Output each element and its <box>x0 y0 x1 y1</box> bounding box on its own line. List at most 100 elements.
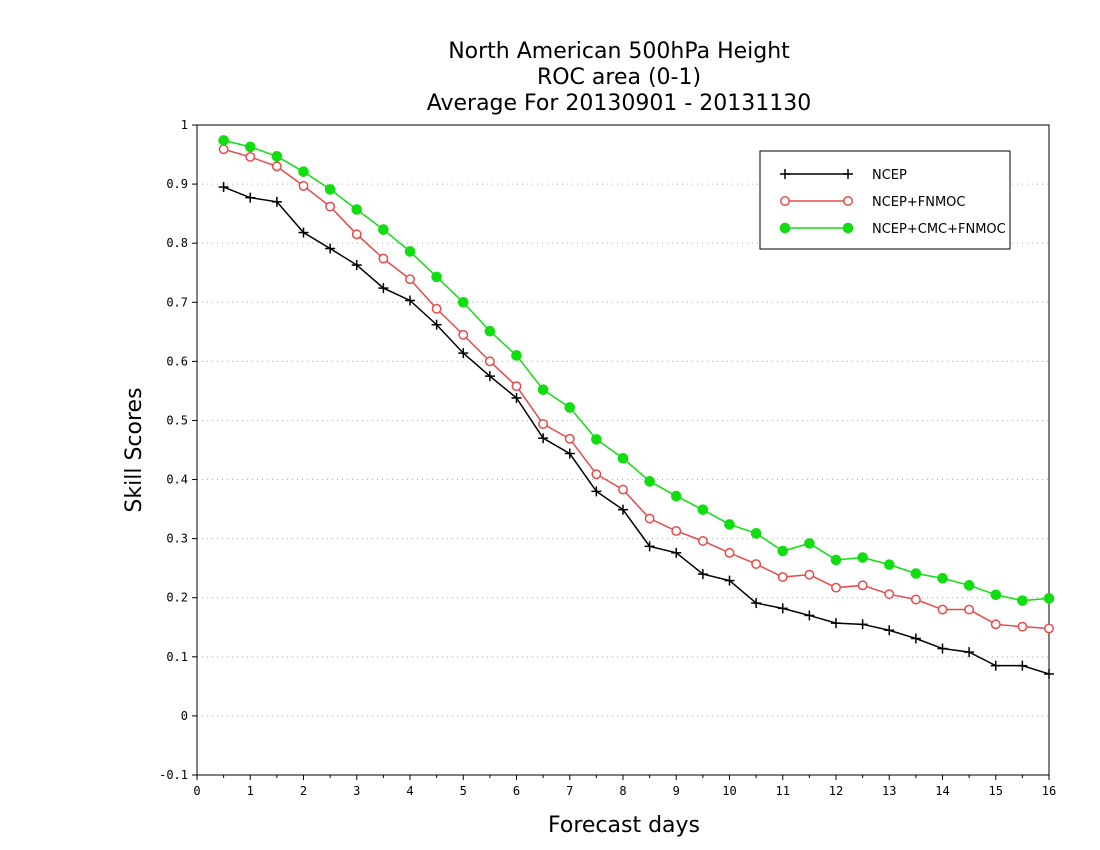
series-ncep-cmc-fnmoc-point <box>804 538 815 549</box>
y-tick-label-1: 0 <box>181 709 188 723</box>
y-tick-label-3: 0.2 <box>166 591 188 605</box>
series-ncep-point <box>618 504 628 515</box>
x-tick-label-10: 10 <box>722 784 736 798</box>
series-ncep-fnmoc-point <box>405 274 415 285</box>
series-ncep-point <box>1017 660 1028 671</box>
series-ncep-cmc-fnmoc-point <box>883 559 895 570</box>
series-ncep-fnmoc-point <box>831 582 841 593</box>
y-tick-label-6: 0.5 <box>166 413 188 427</box>
series-ncep-point <box>484 371 495 382</box>
x-tick-label-0: 0 <box>193 784 200 798</box>
series-ncep-cmc-fnmoc-point <box>990 589 1002 601</box>
series-ncep-fnmoc-point <box>857 580 868 591</box>
series-ncep-point <box>910 633 921 644</box>
series-ncep-cmc-fnmoc-point <box>351 204 363 215</box>
series-ncep-cmc-fnmoc-point <box>777 545 789 557</box>
x-tick-label-14: 14 <box>935 784 949 798</box>
y-tick-label-10: 0.9 <box>166 177 188 191</box>
axes: 0 1 2 3 4 5 6 7 8 9 10 11 12 13 14 15 16-0.100.10.20.30.… <box>159 118 1056 798</box>
series-ncep-point <box>804 610 815 621</box>
x-tick-label-4: 4 <box>406 784 413 798</box>
x-tick-label-8: 8 <box>619 784 626 798</box>
series-ncep-fnmoc-point <box>751 559 762 569</box>
x-tick-label-12: 12 <box>829 784 843 798</box>
y-tick-label-8: 0.7 <box>166 295 188 309</box>
series-ncep-point <box>538 433 549 444</box>
x-tick-label-7: 7 <box>566 784 573 798</box>
series-ncep-fnmoc-point <box>591 469 602 480</box>
series-ncep-cmc-fnmoc-point <box>564 402 576 413</box>
series-ncep-fnmoc-point <box>937 604 948 615</box>
legend-item-ncep-cmc-fnmoc: NCEP+CMC+FNMOC <box>779 222 1006 237</box>
y-tick-label-4: 0.3 <box>166 532 188 546</box>
y-tick-label-0: -0.1 <box>159 768 188 782</box>
series-ncep-cmc-fnmoc-point <box>644 476 655 487</box>
series-ncep-cmc-fnmoc-point <box>484 325 496 337</box>
x-tick-label-3: 3 <box>353 784 360 798</box>
series-ncep-cmc-fnmoc-point <box>1043 593 1055 604</box>
series-ncep-cmc-fnmoc-point <box>937 572 948 584</box>
legend-marker-end <box>843 196 853 206</box>
series-ncep-cmc-fnmoc-point <box>378 224 389 235</box>
x-tick-label-15: 15 <box>989 784 1003 798</box>
x-tick-label-5: 5 <box>460 784 467 798</box>
series-ncep-line <box>223 186 1050 675</box>
series-ncep-point <box>857 619 868 630</box>
series-ncep-fnmoc-point <box>804 569 815 580</box>
series-ncep-fnmoc-point <box>990 619 1001 630</box>
series-ncep-fnmoc-point <box>910 594 921 605</box>
series-ncep-fnmoc-point <box>1044 623 1054 634</box>
series-ncep-cmc-fnmoc-point <box>857 552 868 563</box>
series-ncep-cmc-fnmoc <box>218 135 1055 606</box>
series-ncep-fnmoc-point <box>325 201 336 212</box>
legend-box <box>759 150 1011 250</box>
series-ncep-cmc-fnmoc-point <box>617 452 629 464</box>
series-ncep-point <box>724 575 735 586</box>
series-ncep-point <box>671 547 682 558</box>
series-ncep-fnmoc-point <box>1017 621 1028 632</box>
series-ncep-fnmoc-point <box>964 604 975 615</box>
series-ncep-cmc-fnmoc-point <box>697 504 709 515</box>
series-ncep-cmc-fnmoc-point <box>910 568 922 579</box>
series-ncep-point <box>245 192 256 203</box>
chart-title-line-3: Average For 20130901 - 20131130 <box>427 91 812 116</box>
legend-marker-start <box>780 169 790 179</box>
series-ncep-fnmoc-point <box>431 303 442 314</box>
series-ncep-cmc-fnmoc-point <box>324 184 336 195</box>
series-ncep-fnmoc-point <box>271 161 282 172</box>
chart-title: North American 500hPa Height ROC area (0… <box>427 39 812 116</box>
series-ncep-fnmoc-point <box>458 329 469 340</box>
x-tick-label-2: 2 <box>300 784 307 798</box>
series-ncep-point <box>751 598 762 609</box>
series-ncep-fnmoc-point <box>484 356 495 367</box>
series-ncep-cmc-fnmoc-point <box>537 384 549 396</box>
chart-title-line-2: ROC area (0-1) <box>537 65 701 90</box>
y-tick-label-7: 0.6 <box>166 354 188 368</box>
series-ncep-cmc-fnmoc-point <box>750 528 762 539</box>
series-ncep-cmc-fnmoc-point <box>298 166 309 177</box>
x-tick-label-11: 11 <box>776 784 790 798</box>
series-ncep-cmc-fnmoc-point <box>1017 595 1028 606</box>
y-tick-label-9: 0.8 <box>166 236 188 250</box>
y-tick-label-5: 0.4 <box>166 473 188 487</box>
chart-title-line-1: North American 500hPa Height <box>448 39 790 64</box>
x-tick-label-13: 13 <box>882 784 896 798</box>
series-ncep-point <box>644 541 655 552</box>
series-ncep-fnmoc-point <box>644 513 655 524</box>
series-ncep-cmc-fnmoc-point <box>457 296 469 308</box>
series-ncep-point <box>591 486 602 497</box>
series-ncep-point <box>405 295 415 306</box>
series-ncep-point <box>431 319 442 330</box>
legend-item-ncep: NCEP <box>780 168 907 183</box>
series-ncep-fnmoc-point <box>671 526 682 536</box>
x-tick-label-9: 9 <box>673 784 680 798</box>
series-ncep-cmc-fnmoc-point <box>431 271 442 283</box>
series-ncep-cmc-fnmoc-point <box>244 141 256 153</box>
series-ncep-fnmoc-point <box>218 144 229 155</box>
series-ncep-point <box>218 182 229 193</box>
grid-lines <box>197 183 1049 717</box>
series-ncep-fnmoc-point <box>618 484 628 495</box>
series-ncep-cmc-fnmoc-point <box>830 554 842 566</box>
series-ncep-cmc-fnmoc-point <box>511 350 522 361</box>
